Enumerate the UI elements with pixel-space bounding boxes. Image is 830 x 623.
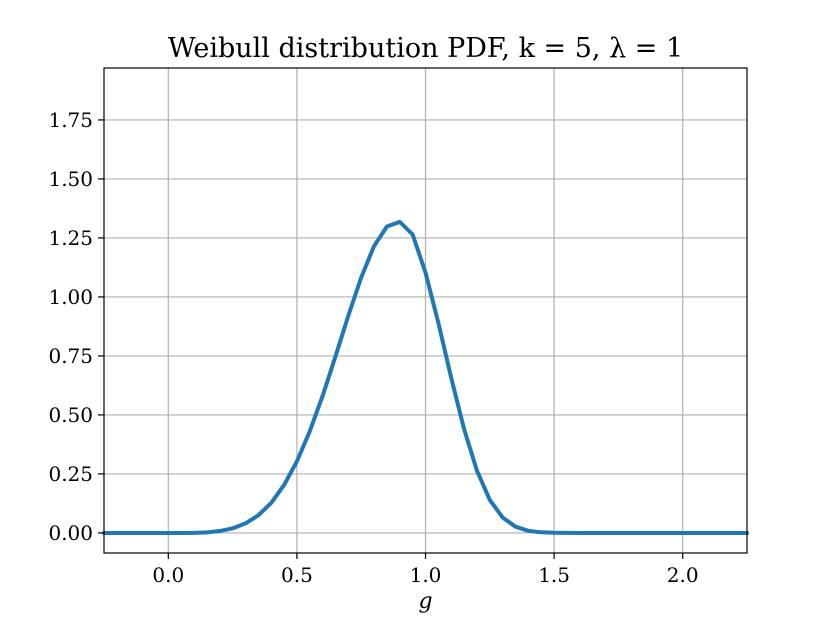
y-tick-label: 0.25 <box>48 462 93 486</box>
y-tick-label: 1.75 <box>48 108 93 132</box>
y-tick-label: 1.25 <box>48 226 93 250</box>
x-tick-label: 0.5 <box>281 563 313 587</box>
y-tick-label: 1.50 <box>48 167 93 191</box>
x-axis-label: g <box>418 589 432 614</box>
y-tick-label: 0.75 <box>48 344 93 368</box>
x-tick-label: 1.5 <box>538 563 570 587</box>
x-tick-label: 1.0 <box>410 563 442 587</box>
y-tick-label: 1.00 <box>48 285 93 309</box>
chart-title: Weibull distribution PDF, k = 5, λ = 1 <box>168 33 683 64</box>
x-tick-label: 2.0 <box>667 563 699 587</box>
y-tick-label: 0.00 <box>48 521 93 545</box>
y-tick-label: 0.50 <box>48 403 93 427</box>
x-tick-label: 0.0 <box>152 563 184 587</box>
grid-lines <box>104 68 747 553</box>
curve-layer <box>102 219 749 535</box>
tick-layer: 0.0 0.5 1.0 1.5 2.0 0.00 0.25 0.50 0.75 1.00 1.25 1… <box>48 108 698 587</box>
pdf-curve-line <box>102 219 749 535</box>
